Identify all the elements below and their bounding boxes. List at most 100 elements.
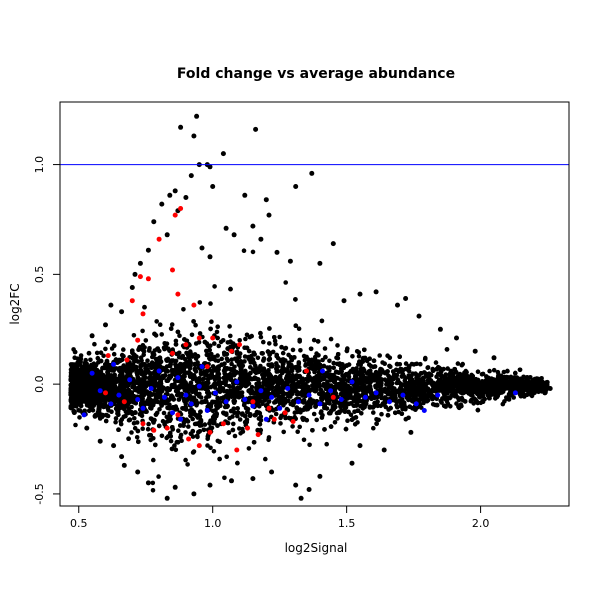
cloud-point: [256, 377, 261, 383]
cloud-point: [297, 337, 303, 343]
cloud-point: [226, 393, 232, 399]
cloud-point: [373, 372, 379, 378]
cloud-point: [150, 480, 156, 486]
cloud-point: [243, 383, 249, 389]
cloud-point: [242, 359, 247, 364]
cloud-point: [209, 319, 214, 325]
cloud-point: [392, 386, 397, 391]
cloud-point: [235, 406, 240, 411]
cloud-point: [344, 348, 350, 354]
cloud-point: [157, 322, 163, 328]
cloud-point: [355, 408, 360, 414]
cloud-point: [129, 430, 134, 435]
cloud-point: [444, 390, 450, 396]
cloud-point: [323, 354, 328, 360]
cloud-point: [387, 363, 392, 369]
cloud-point: [438, 366, 443, 372]
cloud-point: [140, 401, 145, 407]
cloud-point: [145, 398, 150, 403]
cloud-point: [265, 349, 271, 354]
cloud-point: [495, 393, 501, 399]
cloud-point: [375, 399, 380, 405]
cloud-point: [88, 357, 93, 363]
cloud-point: [151, 436, 156, 441]
cloud-point: [191, 319, 196, 324]
cloud-point: [328, 424, 334, 429]
cloud-point: [524, 375, 530, 380]
cloud-point: [247, 413, 253, 419]
cloud-point: [238, 431, 243, 436]
cloud-point: [442, 381, 447, 386]
cloud-point: [430, 368, 436, 374]
cloud-point: [226, 375, 232, 381]
cloud-point: [243, 405, 249, 411]
cloud-point: [237, 351, 243, 356]
cloud-point: [147, 375, 152, 381]
cloud-point: [456, 397, 462, 403]
cloud-point: [69, 363, 74, 369]
cloud-point: [211, 449, 217, 454]
cloud-point: [335, 355, 341, 361]
cloud-point: [188, 413, 193, 419]
cloud-point: [130, 350, 135, 356]
cloud-point: [159, 332, 164, 337]
cloud-point: [222, 371, 228, 377]
cloud-point: [317, 362, 323, 368]
cloud-point: [307, 359, 312, 364]
cloud-point: [480, 399, 486, 405]
cloud-point: [216, 343, 222, 349]
cloud-point: [350, 354, 355, 359]
cloud-point: [135, 372, 140, 378]
cloud-point: [140, 426, 145, 432]
cloud-point: [363, 401, 369, 406]
cloud-point: [188, 431, 194, 437]
cloud-point: [475, 400, 481, 406]
cloud-point: [212, 354, 217, 360]
cloud-point: [328, 408, 334, 414]
cloud-point: [242, 378, 248, 384]
cloud-point: [315, 339, 321, 344]
cloud-point: [208, 301, 213, 306]
cloud-point: [251, 440, 257, 445]
cloud-point: [220, 380, 226, 386]
cloud-point: [161, 410, 167, 416]
cloud-point: [351, 387, 357, 392]
cloud-point: [160, 398, 165, 404]
cloud-point: [297, 374, 303, 380]
cloud-point: [267, 326, 272, 331]
cloud-point: [88, 395, 94, 401]
cloud-point: [312, 369, 317, 375]
cloud-point: [325, 398, 330, 403]
cloud-point: [331, 399, 337, 405]
cloud-point: [266, 357, 272, 362]
cloud-point: [375, 381, 381, 387]
cloud-point: [192, 385, 198, 390]
cloud-point: [222, 475, 227, 481]
cloud-point: [278, 421, 283, 426]
cloud-point: [146, 348, 152, 353]
cloud-point: [197, 300, 203, 305]
cloud-point: [356, 350, 362, 355]
cloud-point: [228, 286, 233, 292]
cloud-point: [382, 395, 388, 400]
cloud-point: [419, 393, 424, 399]
cloud-point: [441, 403, 447, 409]
cloud-point: [371, 377, 377, 383]
cloud-point: [286, 393, 292, 398]
cloud-point: [136, 347, 141, 353]
cloud-point: [221, 395, 226, 400]
cloud-point: [258, 330, 263, 336]
cloud-point: [496, 372, 501, 378]
cloud-point: [445, 366, 451, 371]
cloud-point: [279, 344, 284, 350]
cloud-point: [79, 392, 85, 398]
cloud-point: [428, 372, 434, 378]
cloud-point: [231, 421, 236, 427]
cloud-point: [227, 324, 232, 329]
cloud-point: [121, 347, 126, 352]
cloud-point: [374, 417, 379, 422]
cloud-point: [249, 333, 254, 339]
cloud-point: [183, 430, 188, 435]
cloud-point: [248, 370, 253, 376]
